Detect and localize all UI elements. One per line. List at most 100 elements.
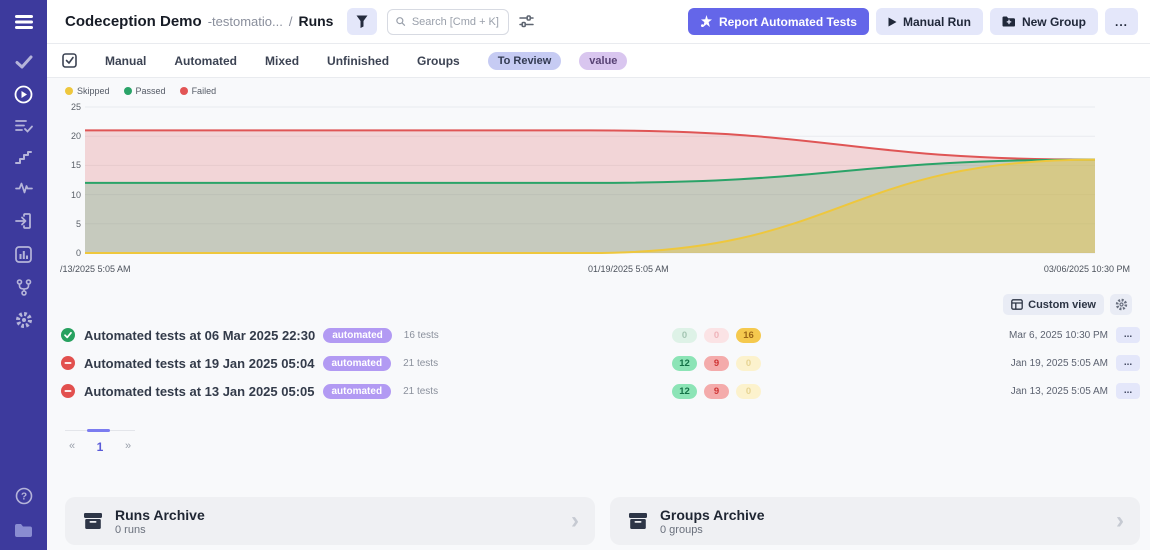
y-tick-label: 20 — [70, 131, 81, 142]
tab-unfinished[interactable]: Unfinished — [327, 53, 390, 68]
x-tick-mid: 01/19/2025 5:05 AM — [588, 264, 669, 274]
runs-trend-chart: 0 5 10 15 20 25 /13/2025 5:05 AM 01/19/2025 5… — [47, 102, 1150, 274]
test-plans-icon[interactable] — [0, 112, 47, 140]
result-count-pills: 0 0 16 — [672, 327, 761, 343]
manual-run-button[interactable]: Manual Run — [875, 8, 983, 35]
failed-line — [85, 129, 1096, 161]
new-group-button[interactable]: New Group — [989, 8, 1098, 35]
list-settings-button[interactable] — [1110, 294, 1132, 315]
status-failed-icon — [61, 384, 75, 398]
view-options-button[interactable] — [519, 15, 535, 28]
help-icon[interactable]: ? — [0, 482, 47, 510]
failed-area — [85, 130, 1095, 253]
search-icon — [396, 17, 406, 26]
run-date: Jan 13, 2025 5:05 AM — [1010, 385, 1108, 397]
filter-button[interactable] — [347, 8, 378, 35]
run-more-button[interactable]: ... — [1116, 355, 1140, 371]
groups-archive-card[interactable]: Groups Archive 0 groups › — [610, 497, 1140, 545]
pager-prev-button[interactable]: « — [68, 440, 76, 452]
settings-gear-icon[interactable] — [0, 306, 47, 334]
chevron-right-icon: › — [571, 507, 579, 534]
pager-page-1[interactable]: 1 — [96, 440, 104, 454]
runs-archive-card[interactable]: Runs Archive 0 runs › — [65, 497, 595, 545]
legend-failed: Failed — [179, 86, 216, 96]
runs-play-icon[interactable] — [0, 80, 47, 108]
passed-count-pill: 12 — [672, 383, 697, 399]
archive-box-icon — [628, 512, 648, 530]
skipped-area — [85, 159, 1095, 253]
automated-badge: automated — [322, 383, 392, 399]
run-more-button[interactable]: ... — [1116, 383, 1140, 399]
run-row-1[interactable]: Automated tests at 06 Mar 2025 22:30 aut… — [47, 321, 1150, 349]
breadcrumb-separator: / — [288, 14, 293, 29]
passed-count-pill: 12 — [672, 355, 697, 371]
passed-line — [85, 158, 1096, 184]
skipped-count-pill: 0 — [736, 383, 761, 399]
sliders-icon — [519, 15, 535, 28]
chevron-right-icon: › — [1116, 507, 1124, 534]
run-title[interactable]: Automated tests at 06 Mar 2025 22:30 — [84, 327, 316, 343]
x-tick-end: 03/06/2025 10:30 PM — [1043, 264, 1130, 274]
run-more-button[interactable]: ... — [1116, 327, 1140, 343]
header: Codeception Demo -testomatio... / Runs R… — [47, 0, 1150, 44]
archive-box-icon — [83, 512, 103, 530]
result-count-pills: 12 9 0 — [672, 383, 761, 399]
pager-active-indicator — [87, 429, 110, 432]
passed-dot-icon — [123, 87, 132, 95]
legend-skipped: Skipped — [65, 86, 110, 96]
header-more-button[interactable]: ... — [1104, 8, 1138, 35]
pager-next-button[interactable]: » — [124, 440, 132, 452]
play-icon — [888, 17, 897, 26]
table-view-icon — [1011, 299, 1023, 310]
menu-icon[interactable] — [0, 8, 47, 36]
run-row-3[interactable]: Automated tests at 13 Jan 2025 05:05 aut… — [47, 377, 1150, 405]
tests-count: 21 tests — [403, 385, 439, 397]
report-automated-tests-button[interactable]: Report Automated Tests — [687, 8, 869, 35]
passed-count-pill: 0 — [672, 327, 697, 343]
steps-icon[interactable] — [0, 143, 47, 171]
value-pill[interactable]: value — [579, 51, 628, 70]
review-checklist-icon[interactable] — [62, 53, 77, 68]
skipped-line — [85, 158, 1096, 255]
search-box[interactable] — [387, 8, 510, 35]
tab-groups[interactable]: Groups — [417, 53, 460, 68]
tests-count: 21 tests — [403, 357, 439, 369]
run-row-2[interactable]: Automated tests at 19 Jan 2025 05:04 aut… — [47, 349, 1150, 377]
run-date: Mar 6, 2025 10:30 PM — [1009, 329, 1108, 341]
y-tick-label: 0 — [75, 248, 81, 258]
tests-check-icon[interactable] — [0, 48, 47, 76]
run-title[interactable]: Automated tests at 13 Jan 2025 05:05 — [84, 383, 315, 399]
main-content: Skipped Passed Failed 0 5 10 15 20 25 /13/202… — [47, 78, 1150, 550]
legend-passed: Passed — [123, 86, 166, 96]
status-failed-icon — [61, 356, 75, 370]
project-subtitle: -testomatio... — [207, 14, 283, 29]
archive-count: 0 runs — [115, 523, 146, 536]
projects-folder-icon[interactable] — [0, 516, 47, 544]
branch-icon[interactable] — [0, 273, 47, 301]
funnel-icon — [356, 15, 368, 28]
pulse-icon[interactable] — [0, 174, 47, 202]
tab-manual[interactable]: Manual — [105, 53, 147, 68]
run-date: Jan 19, 2025 5:05 AM — [1010, 357, 1108, 369]
y-tick-label: 10 — [70, 189, 81, 200]
skipped-count-pill: 16 — [736, 327, 761, 343]
run-title[interactable]: Automated tests at 19 Jan 2025 05:04 — [84, 355, 315, 371]
y-tick-label: 5 — [75, 218, 81, 229]
list-toolbar: Custom view — [1003, 294, 1132, 315]
to-review-pill[interactable]: To Review — [487, 51, 562, 70]
report-icon — [700, 15, 712, 27]
project-title: Codeception Demo — [65, 13, 202, 30]
custom-view-button[interactable]: Custom view — [1003, 294, 1104, 315]
automated-badge: automated — [323, 327, 392, 343]
svg-text:?: ? — [20, 492, 26, 503]
area-chart-plot[interactable] — [85, 106, 1096, 255]
skipped-dot-icon — [65, 87, 73, 95]
chart-legend: Skipped Passed Failed — [65, 86, 216, 96]
search-input[interactable] — [411, 15, 501, 28]
import-icon[interactable] — [0, 207, 47, 235]
tab-mixed[interactable]: Mixed — [265, 53, 300, 68]
tab-bar: Manual Automated Mixed Unfinished Groups… — [47, 44, 1150, 78]
failed-count-pill: 0 — [704, 327, 729, 343]
analytics-icon[interactable] — [0, 240, 47, 268]
tab-automated[interactable]: Automated — [174, 53, 238, 68]
